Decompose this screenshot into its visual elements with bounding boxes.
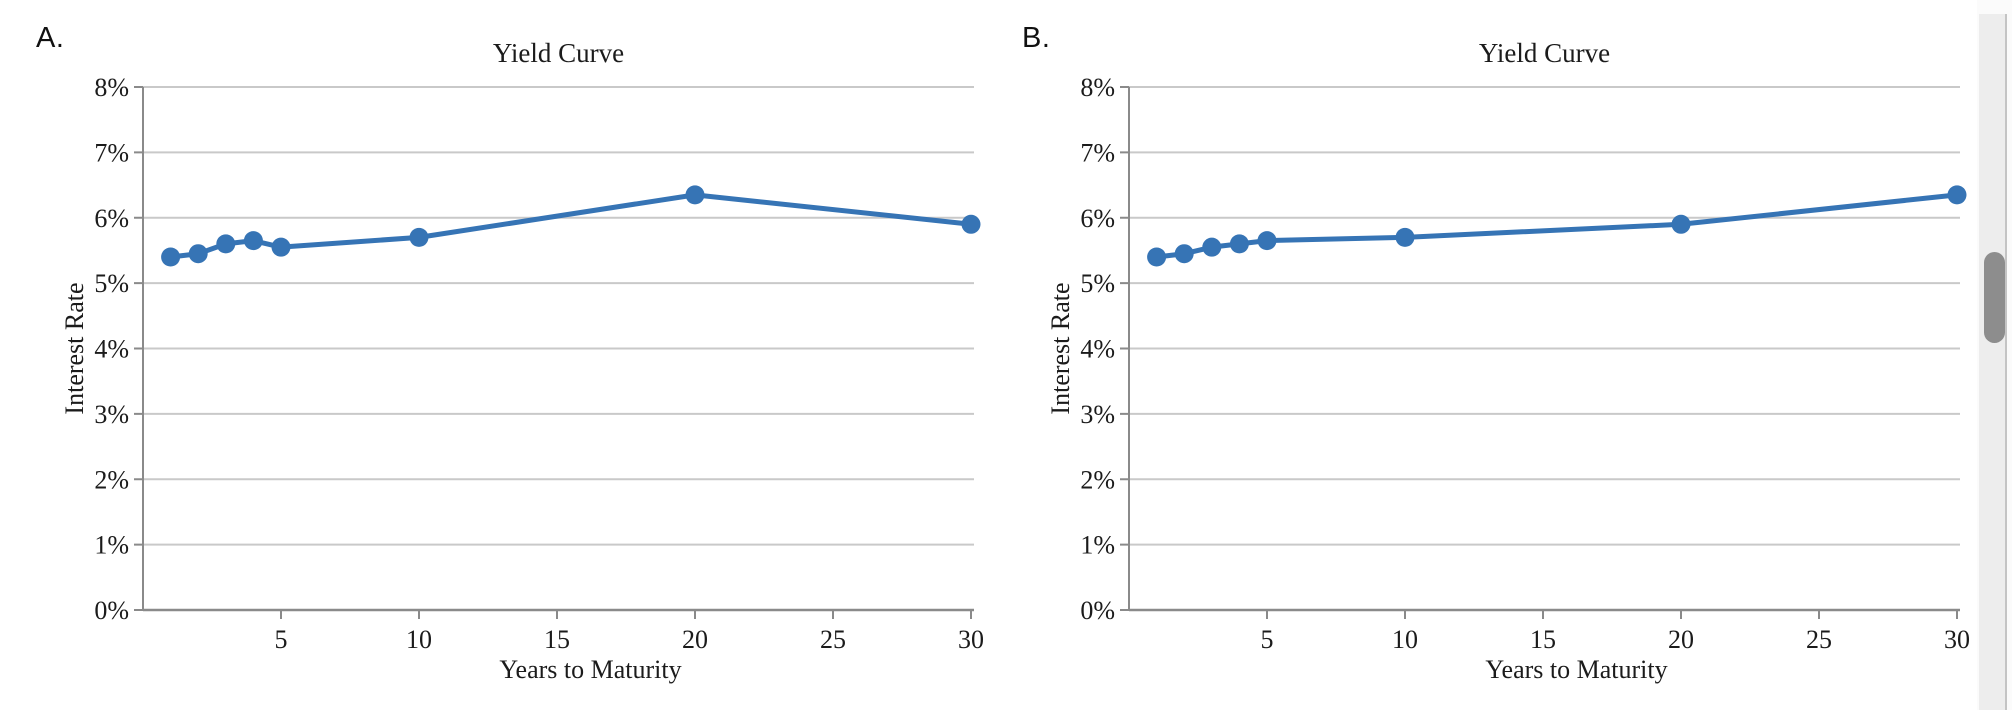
yield-curve-chart-b: 0% 1% 2% 3% 4% 5% 6% 7% 8% 5 10 15 20 25 30 Yield Curve… xyxy=(1046,38,1970,684)
data-point xyxy=(243,231,263,251)
x-tick-label: 20 xyxy=(1668,625,1694,654)
data-point xyxy=(1947,185,1967,205)
y-tick-label: 6% xyxy=(94,204,129,233)
y-tick-label: 6% xyxy=(1080,204,1115,233)
y-tick-label: 8% xyxy=(94,73,129,102)
x-tick-label: 10 xyxy=(406,625,432,654)
x-tick-label: 20 xyxy=(682,625,708,654)
data-point xyxy=(1174,244,1194,264)
y-tick-label: 5% xyxy=(1080,269,1115,298)
y-axis-label: Interest Rate xyxy=(1046,282,1075,414)
y-tick-label: 1% xyxy=(94,531,129,560)
y-tick-label: 7% xyxy=(94,138,129,167)
x-axis-label: Years to Maturity xyxy=(1485,655,1667,684)
y-tick-label: 3% xyxy=(94,400,129,429)
data-point xyxy=(1229,234,1249,254)
data-point xyxy=(161,247,181,267)
x-axis-label: Years to Maturity xyxy=(499,655,681,684)
x-tick-label: 15 xyxy=(544,625,570,654)
y-tick-label: 8% xyxy=(1080,73,1115,102)
yield-curve-line xyxy=(1154,192,1960,260)
y-tick-label: 5% xyxy=(94,269,129,298)
x-tick-label: 30 xyxy=(958,625,984,654)
y-tick-label: 7% xyxy=(1080,138,1115,167)
x-tick-label: 15 xyxy=(1530,625,1556,654)
data-point xyxy=(409,227,429,247)
x-tick-label: 30 xyxy=(1944,625,1970,654)
x-tick-label: 25 xyxy=(820,625,846,654)
y-tick-label: 4% xyxy=(94,335,129,364)
chart-title: Yield Curve xyxy=(493,38,624,68)
data-point xyxy=(1395,227,1415,247)
data-point xyxy=(685,185,705,205)
data-point xyxy=(271,237,291,257)
y-tick-label: 4% xyxy=(1080,335,1115,364)
x-tick-label: 5 xyxy=(1261,625,1274,654)
data-point xyxy=(1671,214,1691,234)
scrollbar-track[interactable] xyxy=(1979,14,2007,710)
y-axis-label: Interest Rate xyxy=(60,282,89,414)
y-tick-label: 0% xyxy=(94,596,129,625)
y-tick-label: 2% xyxy=(94,465,129,494)
x-tick-label: 10 xyxy=(1392,625,1418,654)
data-point xyxy=(188,244,208,264)
chart-panel-a: A. 0% 1% 2% 3% 4% 5% 6% 7% 8% 5 10 15 20 25 30 Yield Cu… xyxy=(36,22,984,684)
data-point xyxy=(1202,237,1222,257)
chart-title: Yield Curve xyxy=(1479,38,1610,68)
chart-panel-b: B. 0% 1% 2% 3% 4% 5% 6% 7% 8% 5 10 15 20 25 30 Yield Cu… xyxy=(986,0,1992,710)
data-point xyxy=(1147,247,1167,267)
panel-label-a: A. xyxy=(36,22,65,54)
yield-curve-line xyxy=(168,192,974,260)
data-point xyxy=(1257,231,1277,251)
x-tick-label: 5 xyxy=(275,625,288,654)
panel-label-b: B. xyxy=(1022,22,1051,54)
scrollbar-gutter xyxy=(1977,0,2012,710)
scrollbar-thumb[interactable] xyxy=(1984,252,2005,343)
yield-curve-chart-a: 0% 1% 2% 3% 4% 5% 6% 7% 8% 5 10 15 20 25 30 Yield Curve… xyxy=(60,38,984,684)
y-tick-label: 3% xyxy=(1080,400,1115,429)
data-point xyxy=(216,234,236,254)
y-tick-label: 1% xyxy=(1080,531,1115,560)
y-tick-label: 0% xyxy=(1080,596,1115,625)
data-point xyxy=(961,214,981,234)
y-tick-label: 2% xyxy=(1080,465,1115,494)
x-tick-label: 25 xyxy=(1806,625,1832,654)
